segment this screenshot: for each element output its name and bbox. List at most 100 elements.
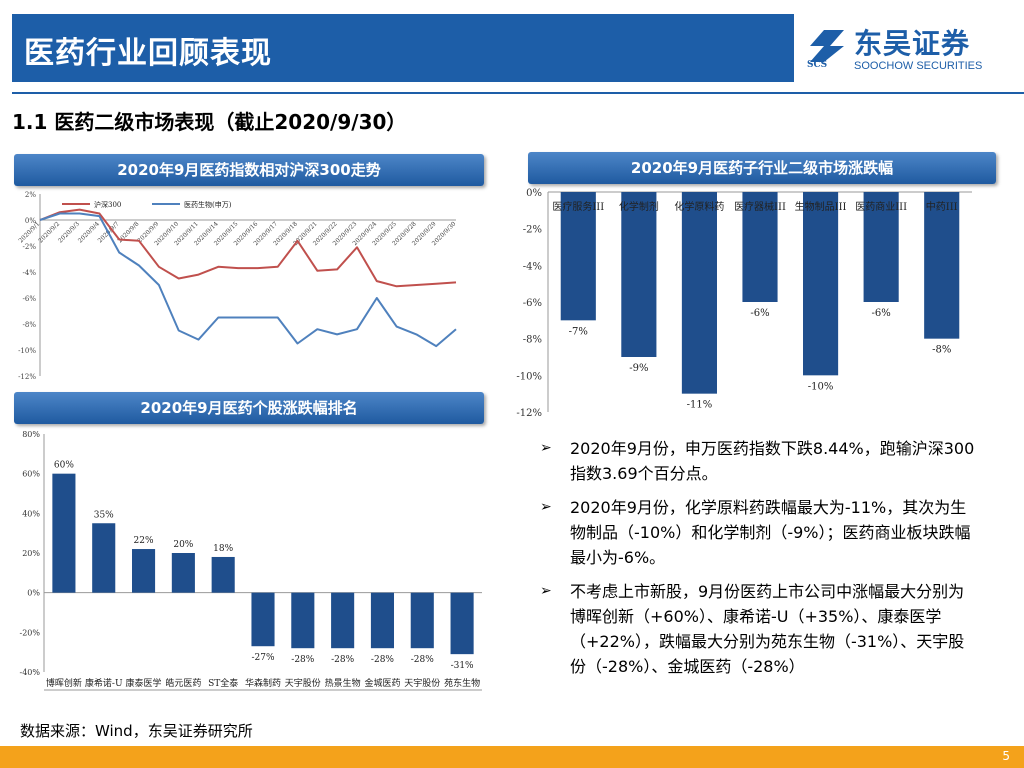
y-tick-label: 60% bbox=[22, 470, 40, 479]
bar bbox=[924, 192, 960, 339]
bar bbox=[331, 592, 355, 649]
bar bbox=[742, 192, 778, 302]
category-label: 医药商业III bbox=[855, 200, 907, 213]
bullet-text: 2020年9月份，申万医药指数下跌8.44%，跑输沪深300指数3.69个百分点… bbox=[570, 439, 975, 483]
bullet-text: 不考虑上市新股，9月份医药上市公司中涨幅最大分别为博晖创新（+60%）、康希诺-… bbox=[570, 582, 965, 676]
category-label: 医疗器械III bbox=[734, 200, 786, 213]
bar bbox=[171, 553, 195, 593]
category-label: 博晖创新 bbox=[46, 677, 82, 689]
y-tick-label: -40% bbox=[20, 668, 41, 677]
y-tick-label: 0% bbox=[526, 188, 542, 199]
subindustry-chart-title: 2020年9月医药子行业二级市场涨跌幅 bbox=[528, 152, 996, 184]
y-tick-label: -2% bbox=[23, 243, 37, 251]
bullet-2: ➢ 2020年9月份，化学原料药跌幅最大为-11%，其次为生物制品（-10%）和化… bbox=[540, 495, 980, 570]
arrow-icon: ➢ bbox=[540, 440, 552, 456]
data-label: -6% bbox=[872, 308, 891, 319]
bar bbox=[131, 549, 156, 593]
brand-logo: SCS 东吴证券 SOOCHOW SECURITIES bbox=[804, 22, 1014, 78]
data-label: 20% bbox=[173, 540, 193, 550]
category-label: 康泰医学 bbox=[126, 677, 162, 689]
data-label: -28% bbox=[291, 655, 314, 665]
data-label: -8% bbox=[932, 345, 951, 356]
bar bbox=[52, 473, 76, 593]
bar bbox=[450, 592, 474, 655]
category-label: 化学制剂 bbox=[619, 200, 659, 213]
data-source: 数据来源：Wind，东吴证券研究所 bbox=[20, 722, 253, 740]
header-bar: 医药行业回顾表现 bbox=[12, 14, 794, 82]
data-label: 35% bbox=[94, 510, 114, 520]
category-label: 天宇股份 bbox=[404, 677, 440, 689]
y-tick-label: -12% bbox=[18, 373, 36, 381]
y-tick-label: 80% bbox=[22, 430, 40, 439]
y-tick-label: 0% bbox=[25, 217, 36, 225]
bar bbox=[863, 192, 899, 302]
legend-label: 沪深300 bbox=[94, 200, 121, 209]
commentary: ➢ 2020年9月份，申万医药指数下跌8.44%，跑输沪深300指数3.69个百分… bbox=[540, 436, 980, 688]
logo-mark: SCS bbox=[807, 60, 827, 68]
subindustry-bar-chart: 0% -2% -4% -6% -8% -10% -12% 医疗服务III -7% 化学制剂 -9% 化… bbox=[516, 188, 972, 419]
stock-bar-chart: 80% 60% 40% 20% 0% -20% -40% 60% 博晖创新 35% 康希诺-U 22%… bbox=[20, 430, 482, 691]
category-label: 中药III bbox=[926, 200, 958, 213]
legend-label: 医药生物(申万) bbox=[184, 200, 232, 209]
data-label: 60% bbox=[54, 461, 74, 471]
category-label: 皓元医药 bbox=[165, 677, 201, 689]
category-label: ST全泰 bbox=[208, 677, 238, 689]
y-tick-label: -8% bbox=[523, 335, 542, 346]
category-label: 医疗服务III bbox=[552, 200, 604, 213]
y-tick-label: -4% bbox=[523, 261, 542, 272]
y-tick-label: 2% bbox=[25, 191, 36, 199]
line-chart: 2%0%-2%-4%-6%-8%-10%-12%2020/9/12020/9/2… bbox=[17, 191, 457, 381]
category-label: 生物制品III bbox=[795, 200, 847, 213]
y-tick-label: -6% bbox=[23, 295, 37, 303]
page-number: 5 bbox=[1002, 749, 1010, 763]
bar bbox=[92, 523, 116, 593]
data-label: -28% bbox=[411, 655, 434, 665]
data-label: -28% bbox=[371, 655, 394, 665]
category-label: 苑东生物 bbox=[444, 677, 480, 689]
bullet-text: 2020年9月份，化学原料药跌幅最大为-11%，其次为生物制品（-10%）和化学… bbox=[570, 498, 971, 567]
category-label: 化学原料药 bbox=[674, 200, 724, 213]
category-label: 康希诺-U bbox=[85, 677, 123, 689]
y-tick-label: 0% bbox=[27, 589, 40, 598]
logo-icon: SCS bbox=[807, 30, 844, 68]
data-label: -10% bbox=[808, 381, 834, 392]
bar bbox=[370, 592, 395, 649]
data-label: -11% bbox=[687, 400, 713, 411]
y-tick-label: -12% bbox=[516, 408, 542, 419]
logo-text-cn: 东吴证券 bbox=[854, 27, 971, 60]
y-tick-label: -4% bbox=[23, 269, 37, 277]
bullet-1: ➢ 2020年9月份，申万医药指数下跌8.44%，跑输沪深300指数3.69个百分… bbox=[540, 436, 980, 486]
logo-text-en: SOOCHOW SECURITIES bbox=[854, 60, 983, 72]
arrow-icon: ➢ bbox=[540, 499, 552, 515]
page-title: 医药行业回顾表现 bbox=[24, 36, 272, 71]
y-tick-label: -10% bbox=[516, 371, 542, 382]
bar bbox=[211, 556, 235, 593]
y-tick-label: -8% bbox=[23, 321, 37, 329]
line-chart-title: 2020年9月医药指数相对沪深300走势 bbox=[14, 154, 484, 186]
data-label: 22% bbox=[134, 536, 154, 546]
series-line-1 bbox=[39, 208, 457, 288]
category-label: 华森制药 bbox=[245, 677, 281, 689]
category-label: 天宇股份 bbox=[285, 677, 321, 689]
bar bbox=[251, 592, 275, 647]
y-tick-label: -10% bbox=[18, 347, 36, 355]
header-divider bbox=[12, 92, 1024, 94]
y-tick-label: -2% bbox=[523, 225, 542, 236]
category-label: 金城医药 bbox=[364, 677, 400, 689]
y-tick-label: 40% bbox=[22, 509, 40, 518]
data-label: -7% bbox=[569, 326, 588, 337]
data-label: -9% bbox=[629, 363, 648, 374]
data-label: -31% bbox=[451, 661, 474, 671]
bar bbox=[410, 592, 434, 649]
data-label: -27% bbox=[251, 653, 274, 663]
category-label: 热景生物 bbox=[325, 677, 361, 689]
bar bbox=[621, 192, 657, 357]
data-label: -28% bbox=[331, 655, 354, 665]
footer-bar: 5 bbox=[0, 746, 1024, 768]
series-line-2 bbox=[39, 212, 457, 348]
arrow-icon: ➢ bbox=[540, 583, 552, 599]
data-label: -6% bbox=[750, 308, 769, 319]
stock-chart-title: 2020年9月医药个股涨跌幅排名 bbox=[14, 392, 484, 424]
section-title: 1.1 医药二级市场表现（截止2020/9/30） bbox=[12, 110, 407, 134]
bullet-3: ➢ 不考虑上市新股，9月份医药上市公司中涨幅最大分别为博晖创新（+60%）、康希诺… bbox=[540, 579, 980, 679]
